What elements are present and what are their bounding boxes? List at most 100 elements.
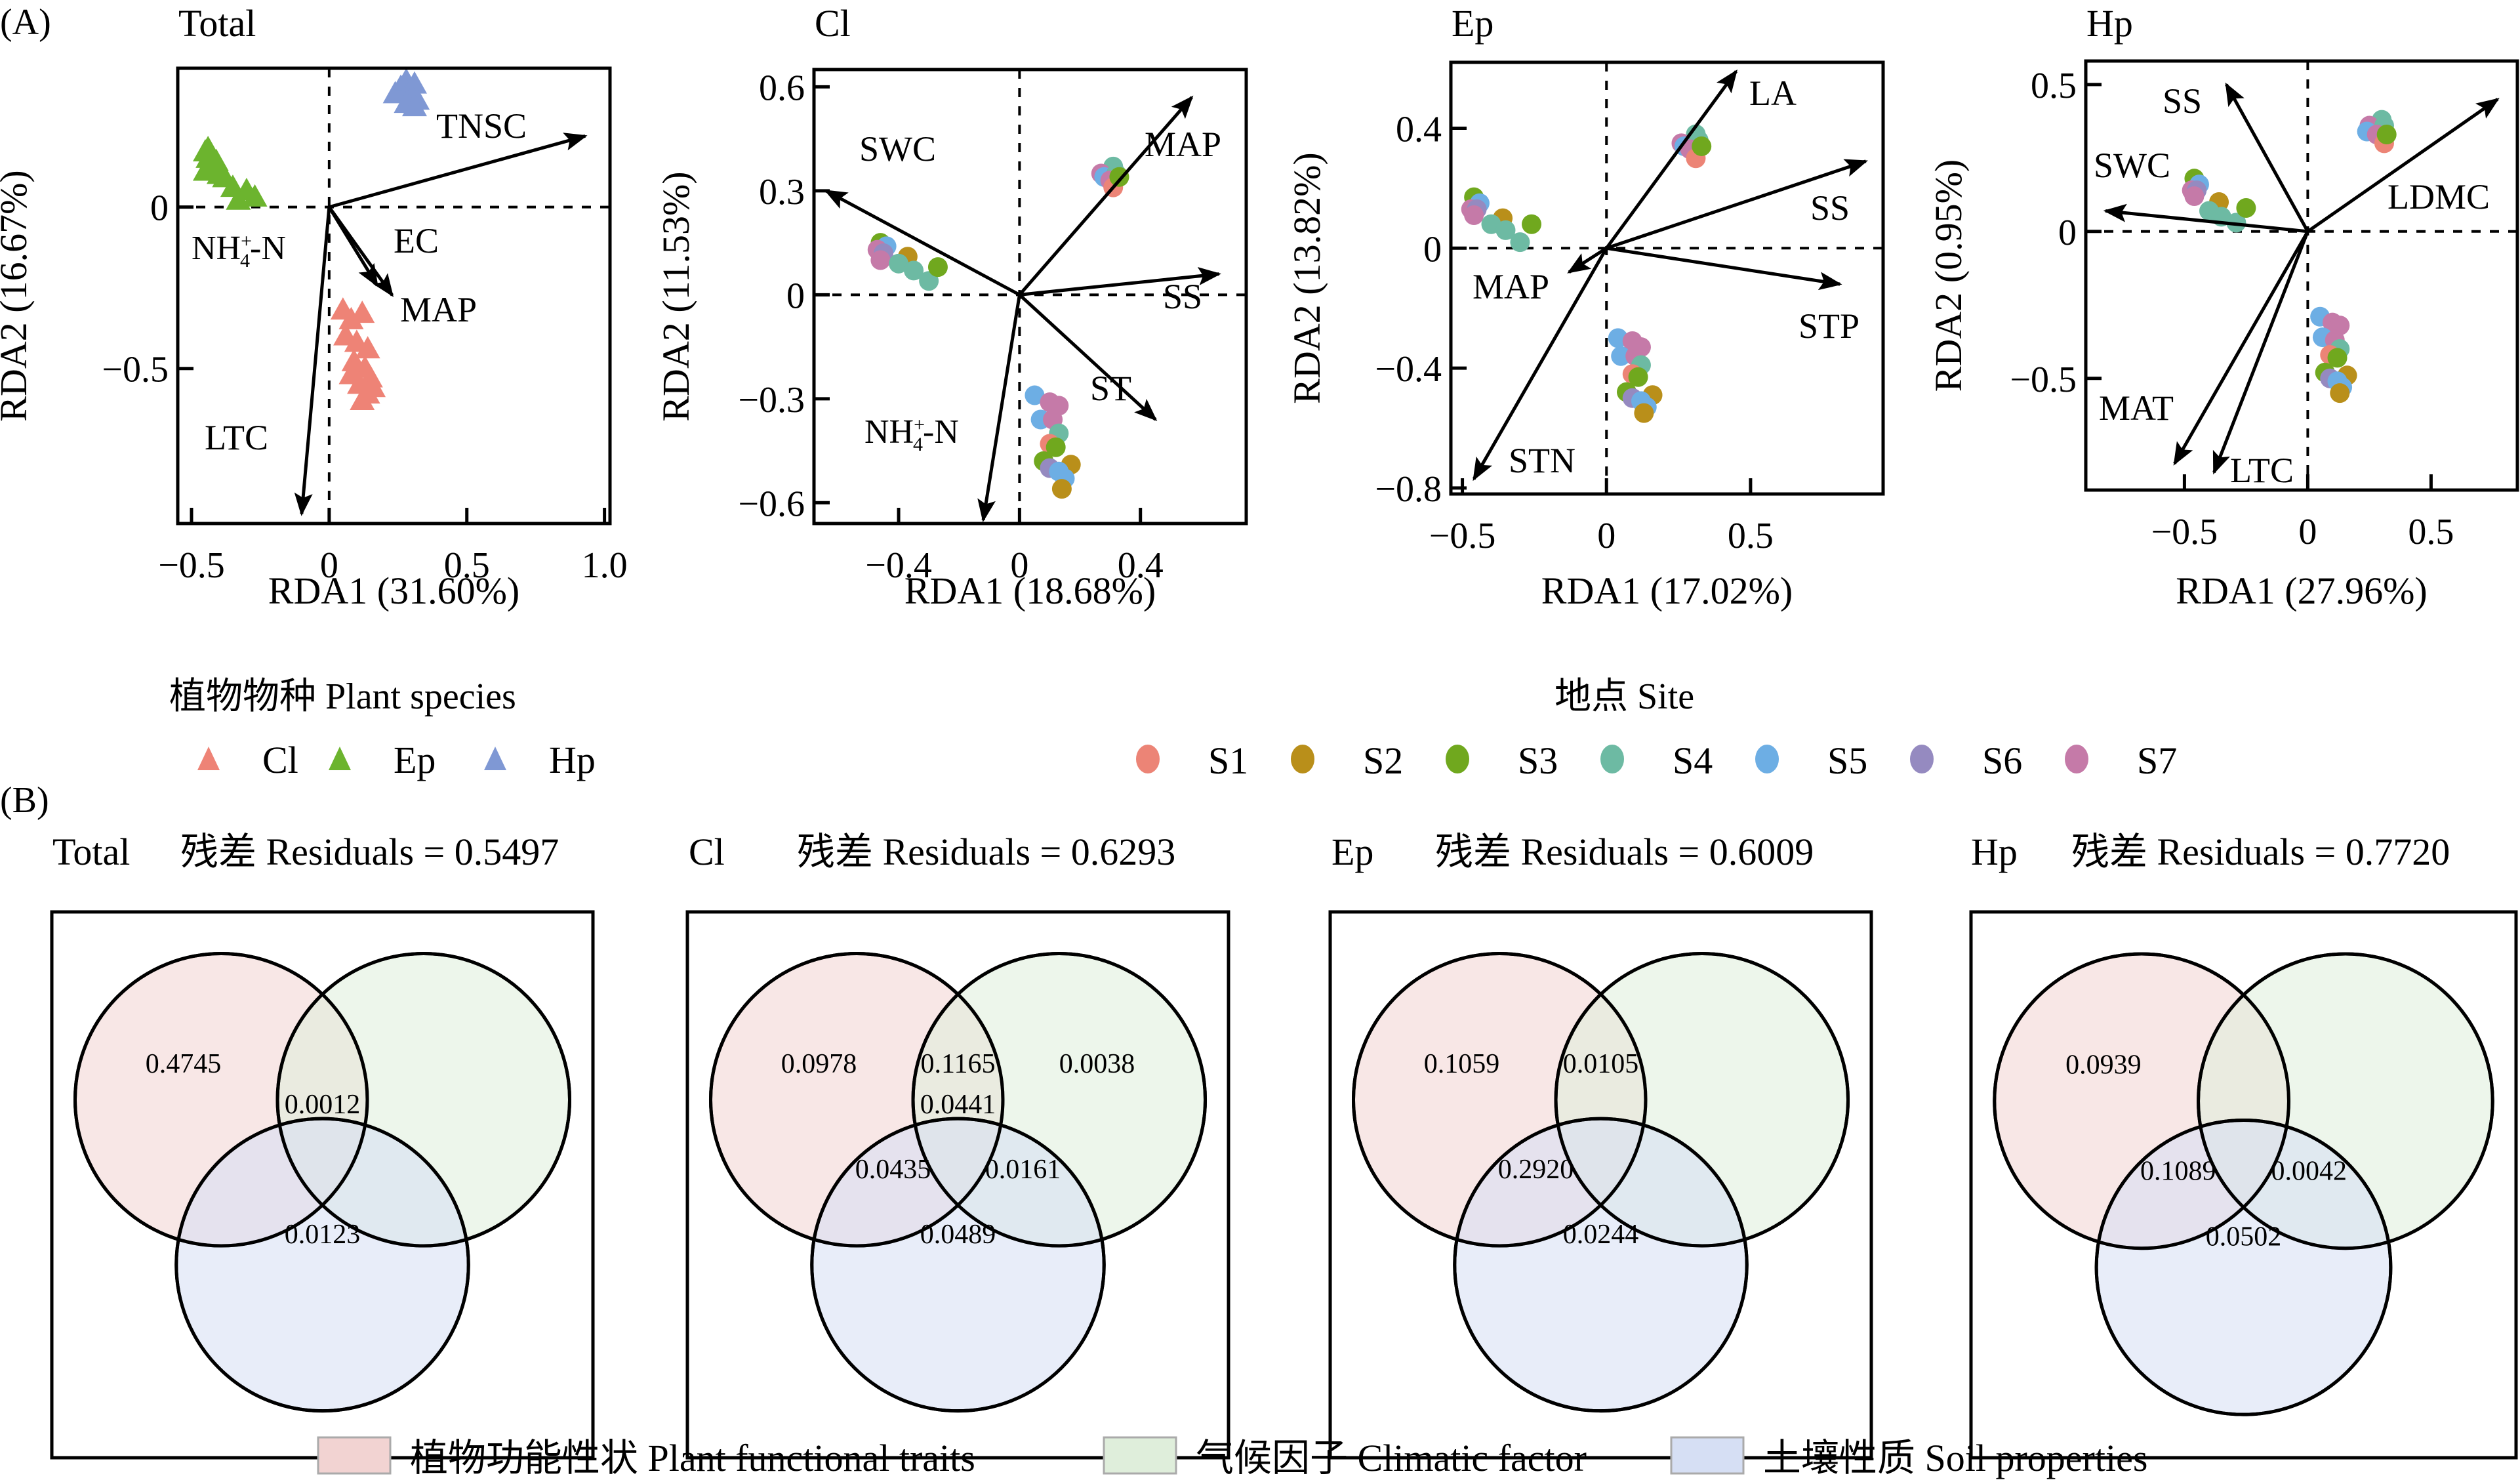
arrow-nhn xyxy=(294,207,331,516)
data-point-cl xyxy=(338,361,364,384)
data-point-s3 xyxy=(1628,367,1648,387)
venn-value-climate-only: 0.0038 xyxy=(1059,1049,1135,1079)
venn-panel-hp: Hp 残差 Residuals = 0.7720 0.0939 0.1089 0.004… xyxy=(1969,831,2518,1460)
arrow-swc xyxy=(824,189,1021,297)
arrow-ldmc xyxy=(2306,98,2500,233)
data-point-s4 xyxy=(1510,232,1530,253)
legend-venn-swatch xyxy=(317,1436,392,1475)
x-tick-label: 0 xyxy=(1597,516,1616,556)
venn-value-plant-only: 0.0939 xyxy=(2065,1050,2142,1081)
x-axis-label: RDA1 (31.60%) xyxy=(268,569,519,612)
venn-frame xyxy=(1328,910,1873,1460)
legend-venn: 植物功能性状 Plant functional traits 气候因子 Clima… xyxy=(317,1436,2147,1479)
data-point-s4 xyxy=(1495,220,1516,240)
rda-panel-total: Total −0.5 0 0.5 1.0 0 −0.5 TNSC EC MAP NH+ 4-N LTC R… xyxy=(0,2,628,612)
x-tick-label: −0.4 xyxy=(865,545,932,586)
x-tick-label: 1.0 xyxy=(582,545,628,586)
legend-site-label: S5 xyxy=(1827,739,1867,782)
plot-frame xyxy=(812,68,1248,525)
venn-value-soil-only: 0.0489 xyxy=(920,1220,996,1250)
venn-value-all: 0.0441 xyxy=(920,1090,996,1120)
x-axis-label: RDA1 (17.02%) xyxy=(1541,569,1793,612)
data-point-cl xyxy=(350,387,375,410)
legend-species-marker xyxy=(484,747,506,770)
arrow-label-st: ST xyxy=(1090,369,1131,408)
plot-frame xyxy=(176,66,612,525)
venn-value-plant-climate: 0.1165 xyxy=(921,1049,996,1079)
arrow-label-ss: SS xyxy=(1163,277,1202,316)
venn-value-all: 0.0012 xyxy=(285,1090,361,1120)
y-tick-label: 0 xyxy=(150,188,169,229)
arrow-swc xyxy=(2103,203,2308,234)
y-axis-label: RDA2 (0.95%) xyxy=(1927,159,1970,392)
y-tick-label: 0.5 xyxy=(2031,66,2077,106)
panel-label-b: (B) xyxy=(0,780,49,821)
y-axis-label: RDA2 (11.53%) xyxy=(655,171,697,421)
data-point-s4 xyxy=(904,260,924,281)
venn-value-plant-only: 0.4745 xyxy=(146,1049,222,1079)
x-tick-label: 0.5 xyxy=(444,545,490,586)
legend-venn-swatch xyxy=(1103,1436,1177,1475)
y-tick-label: −0.4 xyxy=(1375,349,1442,390)
venn-circle-outline xyxy=(73,952,369,1248)
legend-site-marker xyxy=(2065,745,2088,773)
y-tick-label: 0.3 xyxy=(759,172,805,213)
y-tick-label: 0 xyxy=(1423,229,1442,270)
panel-title: Hp xyxy=(2086,2,2133,45)
data-point-s5 xyxy=(1025,385,1045,405)
legend-venn-swatch xyxy=(1670,1436,1745,1475)
legend-site-marker xyxy=(1910,745,1934,773)
arrow-st xyxy=(1018,293,1158,421)
venn-circle-outline xyxy=(275,952,572,1248)
data-point-s7 xyxy=(2184,186,2205,207)
x-axis-label: RDA1 (18.68%) xyxy=(904,569,1156,612)
venn-circle-outline xyxy=(911,952,1208,1248)
venn-value-soil-only: 0.0244 xyxy=(1563,1220,1639,1250)
arrow-ltc xyxy=(2212,230,2309,475)
arrow-label-ldmc: LDMC xyxy=(2388,177,2490,216)
legend-site-marker xyxy=(1291,745,1314,773)
data-point-s3 xyxy=(2376,124,2397,144)
data-point-s2 xyxy=(1634,403,1654,423)
arrow-label-stn: STN xyxy=(1509,441,1575,480)
venn-circle-outline xyxy=(174,1117,470,1413)
data-point-s4 xyxy=(889,253,909,274)
y-tick-label: 0 xyxy=(2058,213,2077,253)
x-axis-label: RDA1 (27.96%) xyxy=(2176,569,2427,612)
x-tick-label: −0.5 xyxy=(158,545,225,586)
data-point-s7 xyxy=(870,250,891,270)
data-point-ep xyxy=(226,187,251,210)
y-axis-label: RDA2 (16.67%) xyxy=(0,170,35,421)
venn-residuals: 残差 Residuals = 0.6293 xyxy=(797,831,1175,873)
panel-title: Total xyxy=(178,2,256,45)
arrow-ss xyxy=(2225,82,2309,233)
arrow-ss xyxy=(1606,159,1868,250)
arrow-label-mat: MAT xyxy=(2099,388,2174,428)
data-point-s2 xyxy=(2330,383,2350,403)
panel-label-a: (A) xyxy=(0,2,51,43)
plot-frame xyxy=(1449,60,1885,496)
data-point-s3 xyxy=(2327,348,2347,368)
data-point-s3 xyxy=(1046,437,1066,457)
venn-circle-outline xyxy=(708,952,1005,1248)
venn-value-soil-only: 0.0123 xyxy=(285,1220,361,1250)
data-point-ep xyxy=(203,148,229,171)
x-tick-label: −0.5 xyxy=(1429,516,1496,556)
legend-site-label: S4 xyxy=(1673,739,1713,782)
y-tick-label: 0.4 xyxy=(1396,110,1442,150)
legend-site-label: S2 xyxy=(1363,739,1403,782)
arrow-label-map: MAP xyxy=(400,290,477,329)
plot-frame xyxy=(2084,59,2519,492)
venn-title: Cl xyxy=(689,831,725,873)
data-point-cl xyxy=(338,306,364,329)
legend-site-title: 地点 Site xyxy=(1555,676,1694,717)
rda-panel-ep: Ep −0.5 0 0.5 0.4 0 −0.4 −0.8 LA SS STP MAP STN RDA1 … xyxy=(1286,2,1885,612)
data-point-cl xyxy=(350,300,375,323)
venn-value-plant-soil: 0.2920 xyxy=(1498,1155,1574,1185)
legend-site-marker xyxy=(1136,745,1160,773)
y-tick-label: −0.8 xyxy=(1375,469,1442,510)
legend-species-title: 植物物种 Plant species xyxy=(169,676,516,717)
arrow-la xyxy=(1605,69,1738,249)
venn-circle-outline xyxy=(1554,952,1850,1248)
